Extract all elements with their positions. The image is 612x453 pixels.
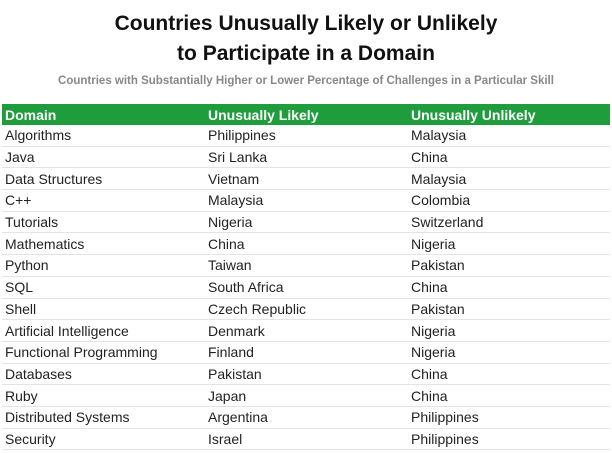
table-cell: Nigeria — [408, 232, 610, 256]
title: to Participate in a Domain — [177, 42, 435, 65]
table-cell: China — [408, 276, 610, 299]
table-row: SQL South Africa China — [2, 276, 610, 299]
table-cell: Pakistan — [408, 298, 610, 321]
table-cell: Mathematics — [2, 232, 205, 256]
table-cell: Databases — [2, 363, 205, 386]
table-cell: Shell — [2, 298, 205, 321]
table-cell: Security — [2, 428, 205, 451]
table-row: Algorithms Philippines Malaysia — [2, 125, 610, 147]
table-row: Functional Programming Finland Nigeria — [2, 341, 610, 364]
table-cell: Malaysia — [408, 125, 610, 147]
table-cell: Japan — [205, 384, 408, 407]
table-cell: Denmark — [205, 319, 408, 342]
table-cell: SQL — [2, 276, 205, 299]
column-header: Unusually Likely — [205, 104, 408, 125]
table-row: Data Structures Vietnam Malaysia — [2, 167, 610, 191]
table-cell: Malaysia — [205, 189, 408, 212]
table-row: Tutorials Nigeria Switzerland — [2, 211, 610, 234]
header-row: Domain Unusually Likely Unusually Unlikely — [2, 104, 610, 125]
table-cell: Malaysia — [408, 167, 610, 191]
table-cell: Colombia — [408, 189, 610, 212]
table-cell: China — [408, 146, 610, 169]
table-cell: South Africa — [205, 276, 408, 299]
table-row: Mathematics China Nigeria — [2, 232, 610, 256]
subtitle: Countries with Substantially Higher or L… — [58, 75, 554, 87]
table-cell: Algorithms — [2, 125, 205, 147]
table-cell: Tutorials — [2, 211, 205, 234]
table-cell: China — [205, 232, 408, 256]
table-cell: Python — [2, 254, 205, 277]
table-cell: Argentina — [205, 406, 408, 429]
table-cell: Pakistan — [205, 363, 408, 386]
table-cell: Distributed Systems — [2, 406, 205, 429]
table-row: C++ Malaysia Colombia — [2, 189, 610, 212]
table-cell: Nigeria — [408, 341, 610, 364]
table-row: Java Sri Lanka China — [2, 146, 610, 169]
table-cell: Philippines — [205, 125, 408, 147]
table-row: Security Israel Philippines — [2, 428, 610, 451]
table-cell: Java — [2, 146, 205, 169]
table: Domain Unusually Likely Unusually Unlikely… — [2, 104, 610, 451]
table-row: Ruby Japan China — [2, 384, 610, 407]
table-cell: Nigeria — [408, 319, 610, 342]
table-row: Shell Czech Republic Pakistan — [2, 298, 610, 321]
column-header: Domain — [2, 104, 205, 125]
table-cell: Taiwan — [205, 254, 408, 277]
table-row: Distributed Systems Argentina Philippines — [2, 406, 610, 429]
table-cell: Nigeria — [205, 211, 408, 234]
table-cell: Switzerland — [408, 211, 610, 234]
table-cell: Sri Lanka — [205, 146, 408, 169]
table-cell: C++ — [2, 189, 205, 212]
table-cell: Functional Programming — [2, 341, 205, 364]
table-cell: China — [408, 384, 610, 407]
table-cell: Artificial Intelligence — [2, 319, 205, 342]
table-cell: Data Structures — [2, 167, 205, 191]
table-body: Algorithms Philippines Malaysia Java Sri Lan… — [2, 125, 610, 451]
table-row: Python Taiwan Pakistan — [2, 254, 610, 277]
table-cell: Finland — [205, 341, 408, 364]
table-cell: Philippines — [408, 428, 610, 451]
table-cell: Pakistan — [408, 254, 610, 277]
table-cell: Vietnam — [205, 167, 408, 191]
table-cell: Israel — [205, 428, 408, 451]
column-header: Unusually Unlikely — [408, 104, 610, 125]
table-cell: Ruby — [2, 384, 205, 407]
table-cell: Czech Republic — [205, 298, 408, 321]
table-row: Artificial Intelligence Denmark Nigeria — [2, 319, 610, 342]
table-cell: China — [408, 363, 610, 386]
table-row: Databases Pakistan China — [2, 363, 610, 386]
table-cell: Philippines — [408, 406, 610, 429]
title: Countries Unusually Likely or Unlikely — [114, 12, 498, 35]
